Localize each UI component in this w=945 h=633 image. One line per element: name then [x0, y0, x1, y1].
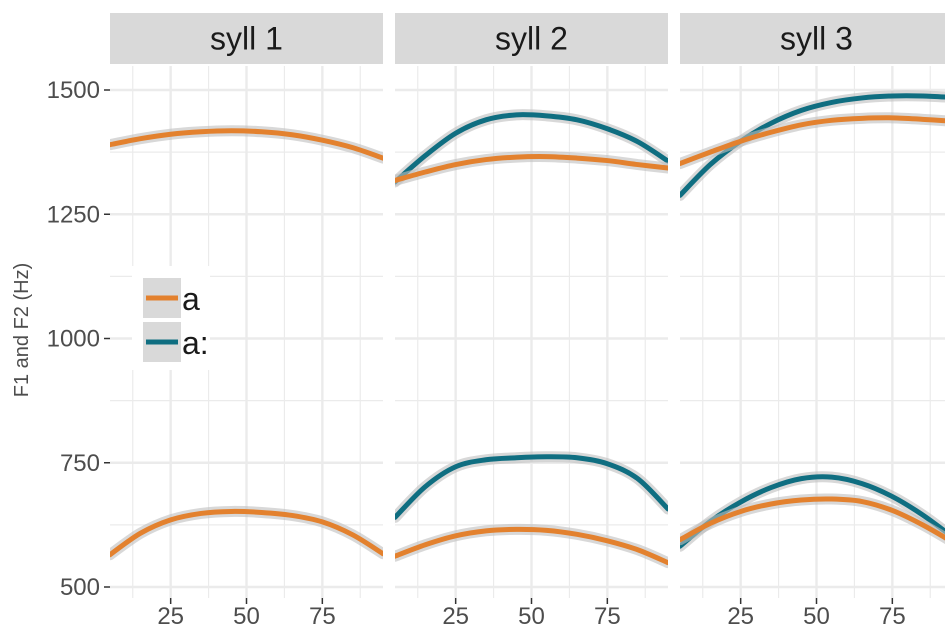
- panel-series: [110, 125, 383, 561]
- series-line-a-long: [395, 112, 668, 185]
- y-tick-label: 1250: [47, 201, 100, 228]
- panel-series: [395, 109, 668, 569]
- strip-background: [110, 13, 383, 64]
- panel-grid: [110, 66, 383, 598]
- x-tick-label: 25: [442, 603, 469, 628]
- series-line-a: [110, 508, 383, 558]
- x-tick-label: 50: [803, 603, 830, 628]
- y-tick-label: 750: [60, 450, 100, 477]
- strip-background: [680, 13, 945, 64]
- y-axis: 500 750 1000 1250 1500: [47, 77, 110, 601]
- series-line-a-long: [395, 454, 668, 520]
- strip-background: [395, 13, 668, 64]
- x-tick-label: 25: [157, 603, 184, 628]
- legend-label: a: [182, 281, 200, 317]
- strip-label: syll 1: [210, 21, 283, 57]
- strip-label: syll 3: [780, 21, 853, 57]
- series-line-a: [680, 496, 945, 543]
- y-tick-label: 500: [60, 574, 100, 601]
- strip-label: syll 2: [495, 21, 568, 57]
- x-tick-label: 25: [727, 603, 754, 628]
- y-tick-label: 1000: [47, 326, 100, 353]
- y-tick-label: 1500: [47, 77, 100, 104]
- legend-label: a:: [182, 325, 209, 361]
- panel-3: syll 3 25 50 75: [680, 13, 945, 630]
- panel-2: syll 2 25 50 75: [395, 13, 668, 630]
- series-line-a: [110, 128, 383, 161]
- x-tick-label: 75: [594, 603, 621, 628]
- legend: a a:: [132, 266, 210, 370]
- panel-series: [680, 90, 945, 552]
- x-axis-2: 25 50 75: [442, 598, 621, 630]
- series-line-a: [395, 526, 668, 566]
- x-tick-label: 50: [233, 603, 260, 628]
- x-tick-label: 75: [879, 603, 906, 628]
- x-tick-label: 75: [309, 603, 336, 628]
- panel-1: syll 1 25 50 75: [110, 13, 383, 630]
- panels: syll 1 25 50 75 syll 2 25 50 75 syll 3 25 50 75: [110, 13, 945, 630]
- x-axis-3: 25 50 75: [727, 598, 906, 630]
- x-axis-1: 25 50 75: [157, 598, 336, 630]
- series-line-a: [395, 154, 668, 183]
- y-axis-title: F1 and F2 (Hz): [11, 263, 33, 397]
- series-line-a: [680, 115, 945, 167]
- x-tick-label: 50: [518, 603, 545, 628]
